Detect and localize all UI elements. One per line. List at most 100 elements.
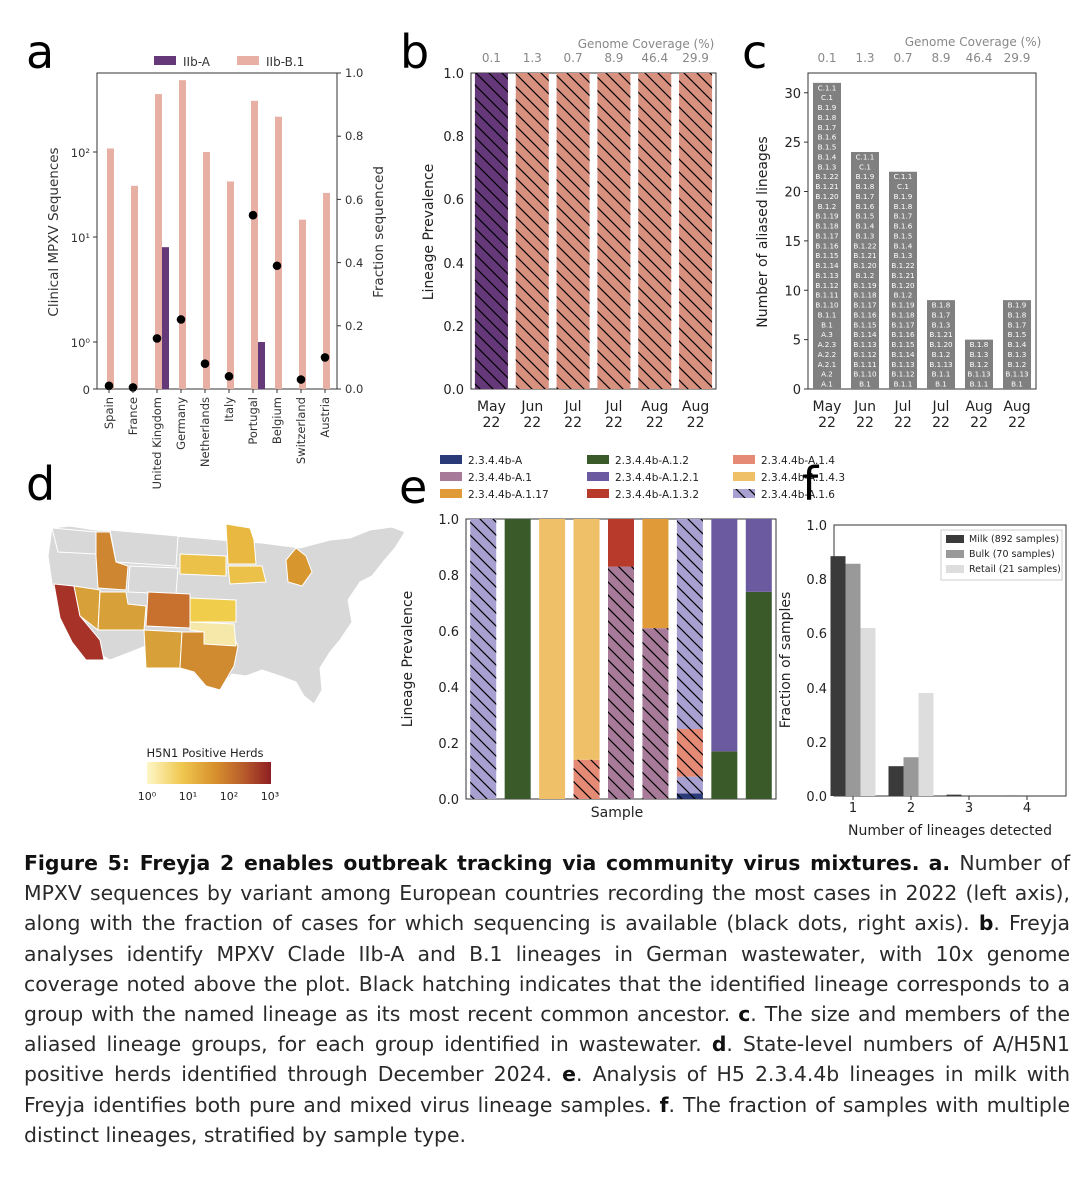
bar-c-member: B.1.6 (894, 222, 913, 231)
b-ytick-2: 0.4 (443, 257, 464, 272)
panel-a-right-ticks: 0.0 0.2 0.4 0.6 0.8 1.0 (337, 66, 363, 396)
bar-c-member: B.1.17 (815, 231, 838, 240)
bar-e-segment (573, 519, 600, 760)
bar-c-member: B.1.18 (891, 310, 915, 319)
state-mt (109, 529, 179, 567)
dot-a-fraction (104, 381, 114, 391)
e-legend-label: 2.3.4.4b-A.1.2.1 (615, 472, 699, 484)
bar-b-hatch (597, 73, 631, 389)
bar-a-iib-b1 (323, 192, 330, 389)
bar-c-member: A.2.2 (818, 350, 837, 359)
d-colorbar (147, 762, 271, 784)
bar-c-member: B.1.12 (853, 350, 876, 359)
state-ia (227, 565, 267, 585)
bar-c-member: B.1.5 (1008, 330, 1027, 339)
a-left-tick-10: 10¹ (71, 231, 90, 245)
f-legend-label: Bulk (70 samples) (969, 549, 1055, 560)
panel-e-bars (470, 519, 772, 799)
panel-b-coverage: 0.1 1.3 0.7 8.9 46.4 29.9 (482, 51, 709, 65)
bar-c-member: B.1.20 (853, 261, 877, 270)
caption-e-letter: e (562, 1062, 576, 1087)
bar-a-iib-b1 (131, 185, 138, 389)
bar-c-member: B.1.8 (894, 202, 913, 211)
bar-c-member: B.1.7 (856, 192, 875, 201)
bar-c-member: B.1.18 (853, 291, 877, 300)
bar-c-member: A.2.1 (818, 360, 837, 369)
b-ytick-1: 0.2 (443, 320, 464, 335)
bar-c-member: B.1.15 (815, 251, 838, 260)
f-xlabel-tick: 3 (965, 801, 973, 816)
caption-a-letter: a. (928, 851, 951, 875)
a-xlabel: Belgium (270, 397, 284, 444)
a-xlabel: Italy (222, 397, 236, 422)
e-legend-swatch (440, 489, 462, 498)
bar-f (860, 627, 876, 796)
c-ytick: 20 (784, 186, 801, 201)
panel-f-letter: f (802, 457, 820, 511)
bar-c-member: B.1.1 (894, 380, 913, 389)
bar-f (888, 766, 904, 796)
f-xlabel-tick: 1 (849, 801, 857, 816)
bar-b-hatch (515, 73, 549, 389)
f-legend-swatch (946, 565, 964, 573)
bar-c-member: B.1 (821, 320, 833, 329)
bar-c-member: B.1.14 (815, 261, 839, 270)
bar-c-member: B.1.9 (856, 172, 875, 181)
e-legend-label: 2.3.4.4b-A.1.17 (468, 489, 549, 501)
bar-c-member: B.1.9 (894, 192, 913, 201)
bar-c-member: B.1.8 (932, 301, 951, 310)
panel-b-yticks: 0.0 0.2 0.4 0.6 0.8 1.0 (443, 67, 464, 398)
a-xlabel: Germany (174, 397, 188, 450)
e-xlabel: Sample (591, 805, 644, 821)
panel-c-yticks: 0 5 10 15 20 25 30 (784, 87, 808, 398)
panel-a-left-ticks: 10² 10¹ 10⁰ 0 (71, 146, 97, 397)
bar-e-segment (642, 519, 669, 629)
bar-c-member: B.1.2 (894, 291, 913, 300)
bar-c-member: B.1.3 (818, 162, 837, 171)
bar-e-segment (745, 519, 772, 592)
b-ytick-5: 1.0 (443, 67, 464, 82)
panel-f-bars (830, 556, 1020, 796)
panel-a-letter: a (26, 25, 54, 79)
e-legend-label: 2.3.4.4b-A.1.4 (761, 455, 835, 467)
a-ylabel-right: Fraction sequenced (371, 166, 387, 298)
panel-b-bars (474, 73, 713, 389)
bar-e-hatch (676, 519, 703, 729)
bar-a-iib-a (162, 247, 169, 389)
bar-a-iib-b1 (275, 116, 282, 389)
a-xlabel: France (126, 397, 140, 435)
a-xlabel: Switzerland (294, 397, 308, 464)
bar-c-member: C.1.1 (894, 172, 913, 181)
bar-c-member: B.1.16 (891, 330, 915, 339)
axes-a (96, 72, 338, 390)
e-ytick-1: 0.2 (438, 737, 459, 752)
d-cbar-tick-3: 10³ (261, 790, 279, 803)
a-right-tick-5: 1.0 (345, 66, 363, 80)
bar-c-member: B.1.15 (853, 320, 876, 329)
bar-e-segment (608, 519, 634, 567)
panel-e-yticks: 0.0 0.2 0.4 0.6 0.8 1.0 (438, 513, 459, 808)
bar-c-member: C.1.1 (818, 83, 837, 92)
bar-e-hatch (676, 793, 703, 799)
e-legend-label: 2.3.4.4b-A.1.3.2 (615, 489, 699, 501)
bar-c (1003, 300, 1031, 389)
a-xlabel: Austria (318, 397, 332, 438)
c-xlabel-year: 22 (856, 415, 874, 431)
state-wy (127, 565, 179, 595)
b-xlabel-year: 22 (564, 415, 582, 431)
dot-a-fraction (296, 375, 306, 384)
b-ylabel: Lineage Prevalence (421, 164, 437, 301)
f-legend-swatch (946, 535, 964, 543)
bar-c (927, 300, 955, 389)
c-coverage-label: 46.4 (966, 51, 993, 65)
bar-c-member: B.1.1 (818, 310, 837, 319)
c-xlabel-year: 22 (1008, 415, 1026, 431)
b-xlabel-month: Jul (564, 399, 582, 415)
b-xlabel-year: 22 (483, 415, 501, 431)
c-xlabel-year: 22 (970, 415, 988, 431)
e-legend-swatch (587, 489, 609, 498)
figure-caption: Figure 5: Freyja 2 enables outbreak trac… (24, 848, 1070, 1150)
e-legend-swatch-hatch (733, 489, 755, 498)
bar-c-member: B.1.14 (853, 330, 877, 339)
bar-c-member: A.2 (821, 370, 833, 379)
